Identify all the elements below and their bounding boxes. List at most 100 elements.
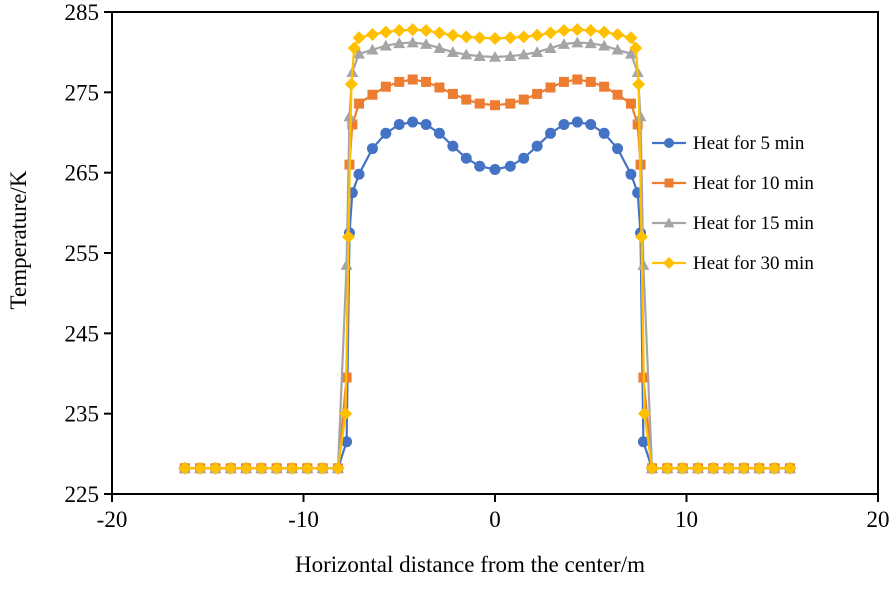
square-marker-icon xyxy=(474,98,485,109)
square-marker-icon xyxy=(490,100,500,111)
diamond-marker-icon xyxy=(406,23,420,37)
circle-marker-icon xyxy=(353,168,365,180)
legend-item: Heat for 10 min xyxy=(652,173,814,194)
diamond-marker-icon xyxy=(629,41,643,55)
circle-marker-icon xyxy=(407,116,419,128)
series-line xyxy=(184,28,790,470)
circle-marker-icon xyxy=(598,127,610,139)
diamond-marker-icon xyxy=(339,407,353,421)
square-marker-icon xyxy=(394,76,405,87)
diamond-marker-icon xyxy=(347,41,361,55)
triangle-marker-icon xyxy=(366,43,379,55)
diamond-marker-icon xyxy=(193,461,207,475)
diamond-marker-icon xyxy=(270,461,284,475)
circle-marker-icon xyxy=(571,116,583,128)
triangle-marker-icon xyxy=(340,259,353,270)
y-tick-label: 255 xyxy=(65,241,100,266)
diamond-marker-icon xyxy=(632,77,646,91)
x-tick-label: 20 xyxy=(867,507,890,532)
diamond-marker-icon xyxy=(637,407,651,421)
x-axis-label: Horizontal distance from the center/m xyxy=(295,552,645,577)
diamond-marker-icon xyxy=(706,461,720,475)
square-marker-icon xyxy=(461,94,472,105)
triangle-marker-icon xyxy=(634,110,647,122)
x-tick-label: -10 xyxy=(288,507,319,532)
diamond-marker-icon xyxy=(530,28,544,42)
y-axis-ticks: 225 235 245 255 265 275 285 xyxy=(65,0,112,507)
legend-item: Heat for 5 min xyxy=(652,133,805,154)
diamond-marker-icon xyxy=(208,461,222,475)
triangle-marker-icon xyxy=(343,110,356,122)
diamond-marker-icon xyxy=(722,461,736,475)
triangle-marker-icon xyxy=(446,46,459,57)
triangle-marker-icon xyxy=(406,36,419,48)
y-tick-label: 245 xyxy=(65,321,100,346)
series-heat-for-5-min xyxy=(179,116,796,474)
triangle-marker-icon xyxy=(460,48,473,60)
square-marker-icon xyxy=(380,81,391,92)
triangle-marker-icon xyxy=(663,217,675,228)
diamond-marker-icon xyxy=(352,31,366,45)
square-marker-icon xyxy=(505,98,516,109)
diamond-marker-icon xyxy=(224,461,238,475)
legend-label: Heat for 5 min xyxy=(693,133,805,154)
diamond-marker-icon xyxy=(300,461,314,475)
circle-marker-icon xyxy=(545,127,557,139)
square-marker-icon xyxy=(447,88,458,99)
square-marker-icon xyxy=(558,76,569,87)
diamond-marker-icon xyxy=(239,461,253,475)
diamond-marker-icon xyxy=(584,23,598,37)
legend-label: Heat for 10 min xyxy=(693,173,814,194)
circle-marker-icon xyxy=(420,118,432,130)
circle-marker-icon xyxy=(460,152,472,164)
square-marker-icon xyxy=(585,76,596,87)
triangle-marker-icon xyxy=(504,50,517,61)
square-marker-icon xyxy=(664,178,674,188)
circle-marker-icon xyxy=(393,118,405,130)
diamond-marker-icon xyxy=(459,30,473,44)
triangle-marker-icon xyxy=(571,36,584,48)
square-marker-icon xyxy=(532,88,543,99)
circle-marker-icon xyxy=(531,140,543,152)
circle-marker-icon xyxy=(664,138,674,148)
circle-marker-icon xyxy=(585,118,597,130)
diamond-marker-icon xyxy=(752,461,766,475)
circle-marker-icon xyxy=(366,143,378,155)
square-marker-icon xyxy=(572,74,583,85)
x-tick-label: 10 xyxy=(675,507,698,532)
triangle-marker-icon xyxy=(598,39,611,51)
diamond-marker-icon xyxy=(517,30,531,44)
y-tick-label: 275 xyxy=(65,80,100,105)
y-tick-label: 265 xyxy=(65,161,100,186)
legend-item: Heat for 30 min xyxy=(652,253,814,274)
diamond-marker-icon xyxy=(691,461,705,475)
circle-marker-icon xyxy=(518,152,530,164)
square-marker-icon xyxy=(367,89,378,100)
circle-marker-icon xyxy=(558,118,570,130)
diamond-marker-icon xyxy=(254,461,268,475)
diamond-marker-icon xyxy=(392,23,406,37)
circle-marker-icon xyxy=(489,163,501,175)
triangle-marker-icon xyxy=(353,47,366,59)
diamond-marker-icon xyxy=(611,27,625,41)
diamond-marker-icon xyxy=(432,26,446,40)
square-marker-icon xyxy=(347,119,358,130)
x-tick-label: 0 xyxy=(489,507,501,532)
triangle-marker-icon xyxy=(473,50,486,61)
diamond-marker-icon xyxy=(331,461,345,475)
diamond-marker-icon xyxy=(342,230,356,244)
diamond-marker-icon xyxy=(597,25,611,39)
diamond-marker-icon xyxy=(316,461,330,475)
triangle-marker-icon xyxy=(517,48,530,60)
triangle-marker-icon xyxy=(433,42,446,53)
square-marker-icon xyxy=(407,74,418,85)
diamond-marker-icon xyxy=(768,461,782,475)
circle-marker-icon xyxy=(612,143,624,155)
circle-marker-icon xyxy=(504,160,516,172)
triangle-marker-icon xyxy=(611,43,624,55)
diamond-marker-icon xyxy=(503,31,517,45)
diamond-marker-icon xyxy=(178,461,192,475)
diamond-marker-icon xyxy=(737,461,751,475)
